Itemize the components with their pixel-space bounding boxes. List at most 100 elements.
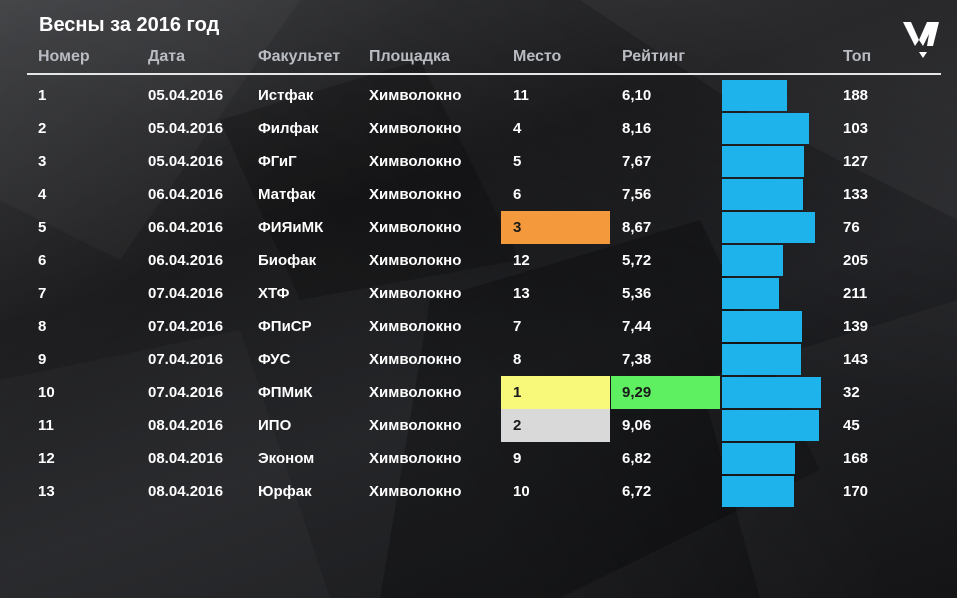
row-top: 76 <box>843 219 860 236</box>
row-rating: 8,16 <box>622 120 652 137</box>
row-venue: Химволокно <box>369 285 462 302</box>
rating-bar <box>722 377 821 408</box>
rating-bar <box>722 113 809 144</box>
row-date: 08.04.2016 <box>148 417 224 434</box>
column-header-rating: Рейтинг <box>622 48 686 65</box>
row-date: 05.04.2016 <box>148 87 224 104</box>
rating-bar <box>722 146 804 177</box>
row-rating: 6,10 <box>622 87 652 104</box>
row-date: 06.04.2016 <box>148 252 224 269</box>
table-header: Номер Дата Факультет Площадка Место Рейт… <box>0 48 957 72</box>
row-rating: 5,72 <box>622 252 652 269</box>
row-top: 170 <box>843 483 869 500</box>
row-place: 3 <box>501 211 610 244</box>
row-rating: 7,56 <box>622 186 652 203</box>
row-date: 07.04.2016 <box>148 285 224 302</box>
row-venue: Химволокно <box>369 186 462 203</box>
row-place: 9 <box>513 450 522 467</box>
row-rating: 7,67 <box>622 153 652 170</box>
row-date: 07.04.2016 <box>148 351 224 368</box>
column-header-venue: Площадка <box>369 48 450 65</box>
page-title: Весны за 2016 год <box>39 14 220 36</box>
row-number: 1 <box>38 87 47 104</box>
row-rating: 8,67 <box>622 219 652 236</box>
row-date: 05.04.2016 <box>148 120 224 137</box>
row-rating: 7,38 <box>622 351 652 368</box>
row-place: 2 <box>501 409 610 442</box>
row-venue: Химволокно <box>369 450 462 467</box>
row-faculty: ФПиСР <box>258 318 312 335</box>
row-number: 9 <box>38 351 47 368</box>
table-row: 7 07.04.2016 ХТФ Химволокно 13 5,36 211 <box>0 277 957 310</box>
row-top: 133 <box>843 186 869 203</box>
row-venue: Химволокно <box>369 87 462 104</box>
row-venue: Химволокно <box>369 318 462 335</box>
rating-bar <box>722 278 779 309</box>
row-top: 143 <box>843 351 869 368</box>
row-number: 11 <box>38 417 54 434</box>
rating-bar <box>722 443 795 474</box>
row-venue: Химволокно <box>369 384 462 401</box>
row-number: 5 <box>38 219 47 236</box>
row-top: 188 <box>843 87 869 104</box>
row-faculty: ФИЯиМК <box>258 219 324 236</box>
row-top: 103 <box>843 120 869 137</box>
rating-bar <box>722 311 802 342</box>
table-row: 11 08.04.2016 ИПО Химволокно 2 9,06 45 <box>0 409 957 442</box>
row-faculty: Эконом <box>258 450 315 467</box>
table-row: 1 05.04.2016 Истфак Химволокно 11 6,10 188 <box>0 79 957 112</box>
row-faculty: Матфак <box>258 186 316 203</box>
row-number: 8 <box>38 318 47 335</box>
rating-bar <box>722 179 803 210</box>
row-date: 07.04.2016 <box>148 384 224 401</box>
row-date: 06.04.2016 <box>148 186 224 203</box>
row-date: 08.04.2016 <box>148 483 224 500</box>
rating-bar <box>722 212 815 243</box>
table-row: 13 08.04.2016 Юрфак Химволокно 10 6,72 170 <box>0 475 957 508</box>
row-top: 205 <box>843 252 869 269</box>
row-date: 05.04.2016 <box>148 153 224 170</box>
row-top: 139 <box>843 318 869 335</box>
row-place: 4 <box>513 120 522 137</box>
row-number: 2 <box>38 120 47 137</box>
row-number: 13 <box>38 483 55 500</box>
row-number: 6 <box>38 252 47 269</box>
row-date: 07.04.2016 <box>148 318 224 335</box>
rating-bar <box>722 344 801 375</box>
row-place: 5 <box>513 153 522 170</box>
table-row: 10 07.04.2016 ФПМиК Химволокно 1 9,29 32 <box>0 376 957 409</box>
rating-bar <box>722 476 794 507</box>
row-venue: Химволокно <box>369 120 462 137</box>
row-place: 13 <box>513 285 530 302</box>
row-faculty: Филфак <box>258 120 319 137</box>
row-top: 211 <box>843 285 868 302</box>
column-header-faculty: Факультет <box>258 48 341 65</box>
row-top: 32 <box>843 384 860 401</box>
row-faculty: ФГиГ <box>258 153 297 170</box>
table-row: 6 06.04.2016 Биофак Химволокно 12 5,72 205 <box>0 244 957 277</box>
row-rating: 5,36 <box>622 285 652 302</box>
row-date: 06.04.2016 <box>148 219 224 236</box>
row-rating: 6,82 <box>622 450 652 467</box>
row-venue: Химволокно <box>369 219 462 236</box>
column-header-date: Дата <box>148 48 186 65</box>
rating-bar <box>722 245 783 276</box>
row-place: 7 <box>513 318 522 335</box>
table-row: 3 05.04.2016 ФГиГ Химволокно 5 7,67 127 <box>0 145 957 178</box>
row-date: 08.04.2016 <box>148 450 224 467</box>
row-venue: Химволокно <box>369 351 462 368</box>
brand-logo <box>897 10 947 60</box>
row-venue: Химволокно <box>369 153 462 170</box>
table-row: 2 05.04.2016 Филфак Химволокно 4 8,16 103 <box>0 112 957 145</box>
row-place: 12 <box>513 252 530 269</box>
row-venue: Химволокно <box>369 483 462 500</box>
rating-bar <box>722 80 787 111</box>
row-faculty: Юрфак <box>258 483 312 500</box>
row-top: 127 <box>843 153 869 170</box>
row-venue: Химволокно <box>369 252 462 269</box>
column-header-place: Место <box>513 48 562 65</box>
row-number: 12 <box>38 450 55 467</box>
row-faculty: Истфак <box>258 87 314 104</box>
row-rating: 9,06 <box>622 417 652 434</box>
row-faculty: ИПО <box>258 417 292 434</box>
